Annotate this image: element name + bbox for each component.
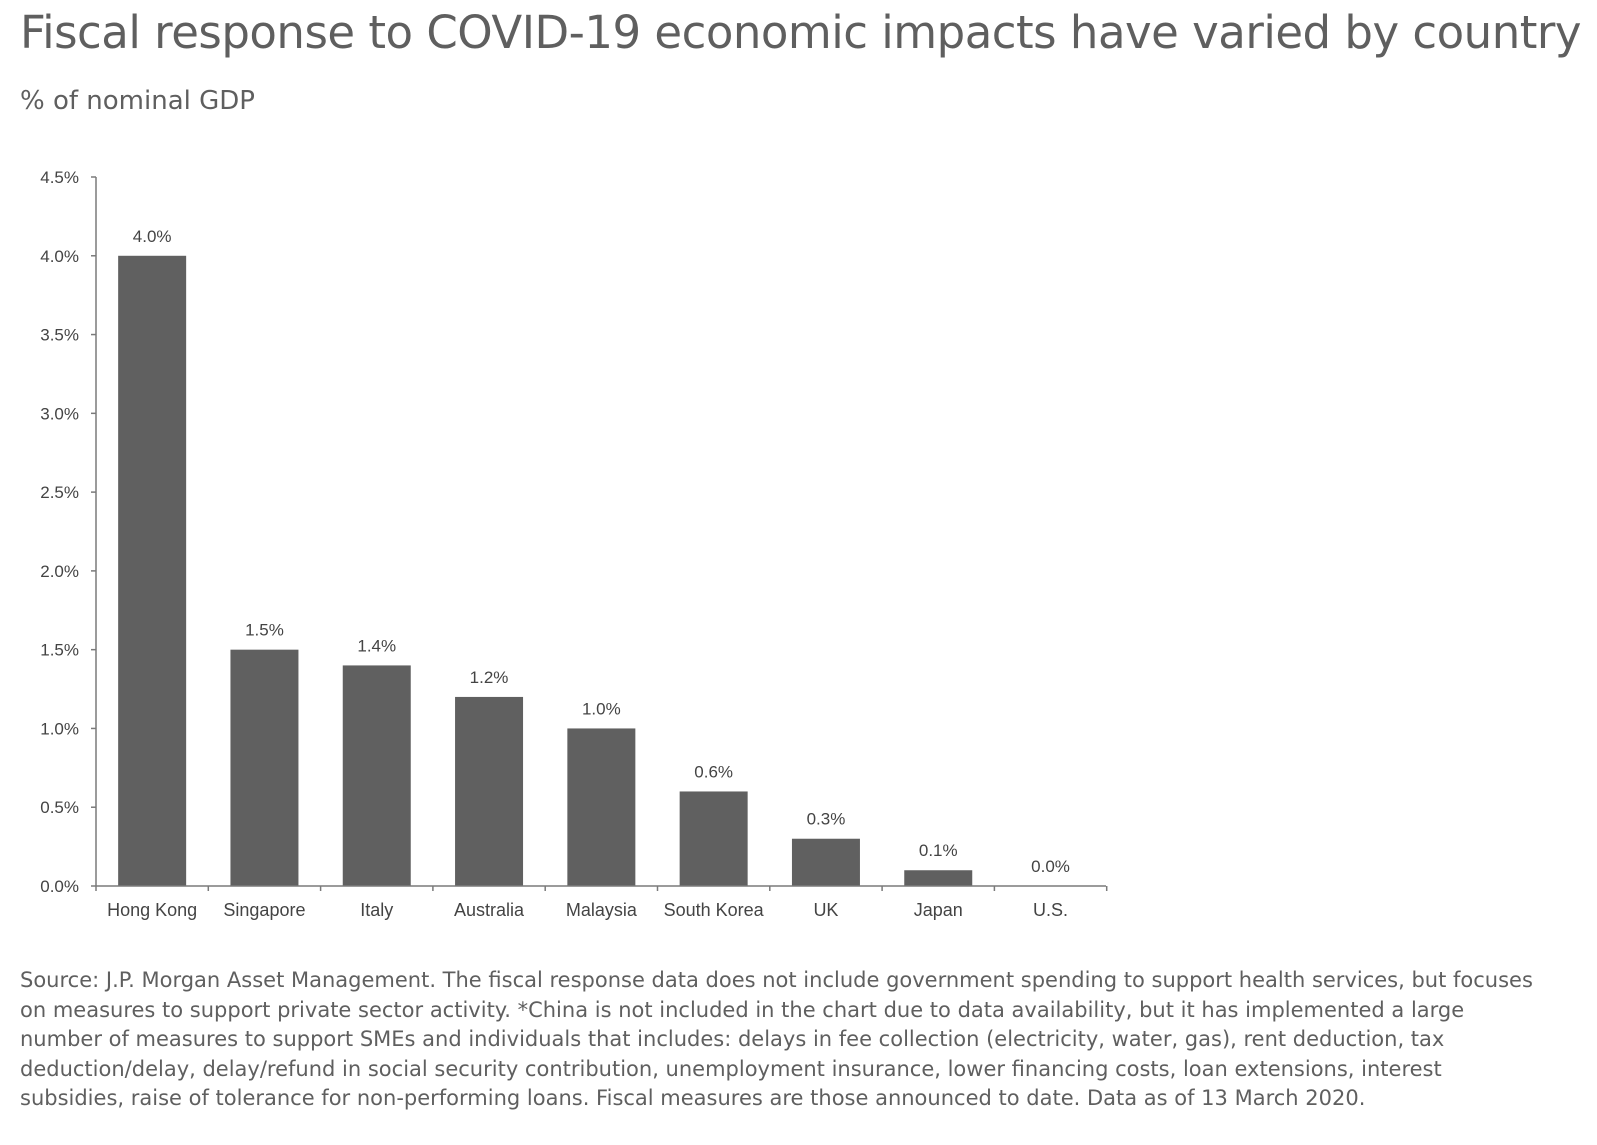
x-category-label: Australia <box>454 900 525 920</box>
bar <box>904 870 973 886</box>
chart-subtitle: % of nominal GDP <box>20 86 255 116</box>
y-tick-label: 2.5% <box>40 483 79 502</box>
bar <box>342 665 411 886</box>
source-footnote: Source: J.P. Morgan Asset Management. Th… <box>20 968 1533 1110</box>
bar <box>455 696 524 886</box>
y-tick-label: 3.5% <box>40 326 79 345</box>
y-tick-label: 0.0% <box>40 877 79 896</box>
data-label: 4.0% <box>133 227 172 246</box>
x-category-label: U.S. <box>1033 900 1068 920</box>
x-category-label: South Korea <box>664 900 765 920</box>
data-label: 1.2% <box>470 668 509 687</box>
y-tick-label: 2.0% <box>40 562 79 581</box>
data-label: 0.6% <box>694 762 733 781</box>
bar <box>791 838 860 886</box>
bar-chart: 0.0% 0.5% 1.0% 1.5% 2.0% 2.5% 3.0% 3.5% 4.0% 4.5%… <box>40 168 1108 920</box>
x-category-label: Malaysia <box>566 900 638 920</box>
data-label: 0.1% <box>919 841 958 860</box>
y-tick-label: 4.0% <box>40 247 79 266</box>
y-tick-label: 1.0% <box>40 719 79 738</box>
data-label: 0.3% <box>807 810 846 829</box>
chart-title: Fiscal response to COVID-19 economic imp… <box>20 6 1582 59</box>
data-label: 1.0% <box>582 699 621 718</box>
data-label: 1.4% <box>357 636 396 655</box>
x-category-label: Japan <box>914 900 963 920</box>
bar <box>230 649 299 886</box>
x-category-label: Singapore <box>223 900 305 920</box>
data-label: 1.5% <box>245 621 284 640</box>
y-tick-label: 3.0% <box>40 404 79 423</box>
bar <box>567 728 636 886</box>
bar <box>118 255 187 886</box>
x-category-label: Hong Kong <box>107 900 197 920</box>
bar <box>679 791 748 886</box>
y-tick-label: 1.5% <box>40 641 79 660</box>
x-category-label: UK <box>813 900 838 920</box>
data-label: 0.0% <box>1031 857 1070 876</box>
y-tick-label: 4.5% <box>40 168 79 187</box>
y-tick-label: 0.5% <box>40 798 79 817</box>
x-category-label: Italy <box>360 900 393 920</box>
